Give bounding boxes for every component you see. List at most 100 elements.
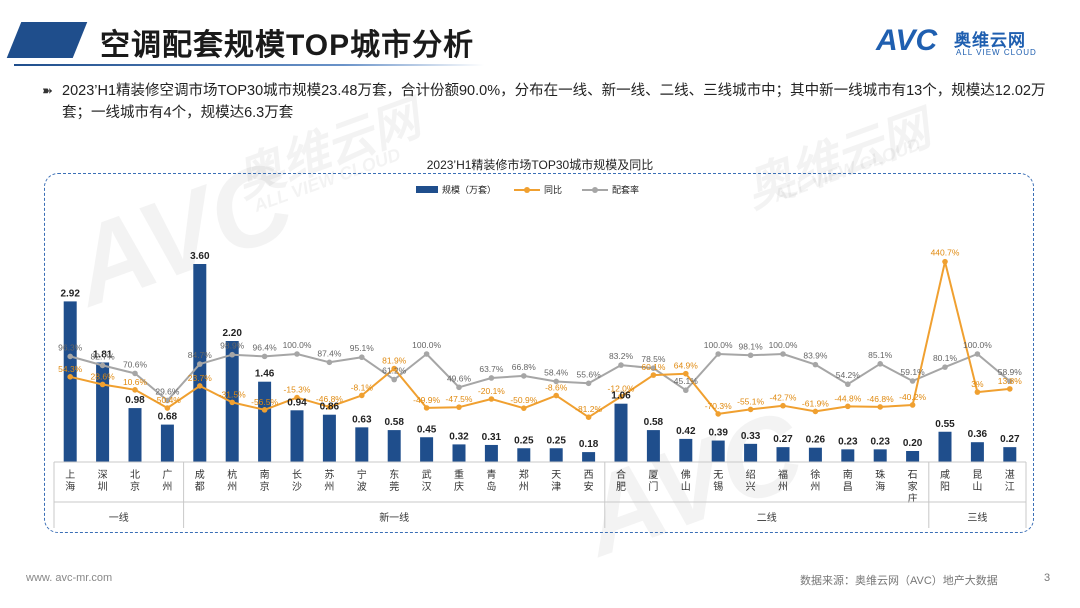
- rate-point: [877, 361, 883, 367]
- rate-point: [618, 362, 624, 368]
- category-label-char: 苏: [324, 468, 334, 481]
- bar: [873, 449, 887, 462]
- bar-value-label: 0.68: [158, 412, 178, 423]
- bar: [1003, 447, 1017, 462]
- yoy-value-label: -70.3%: [705, 401, 732, 411]
- rate-value-label: 83.2%: [609, 351, 634, 361]
- rate-value-label: 95.1%: [350, 343, 375, 353]
- category-label-char: 州: [519, 481, 529, 493]
- rate-point: [67, 353, 73, 360]
- bar: [63, 301, 77, 462]
- yoy-value-label: -8.1%: [351, 382, 374, 392]
- bar: [776, 447, 790, 462]
- rate-point: [650, 365, 657, 371]
- yoy-point: [974, 389, 981, 395]
- category-label-char: 成: [195, 469, 205, 481]
- category-label-char: 京: [260, 480, 270, 493]
- footer-source: 数据来源：奥维云网（AVC）地产大数据: [800, 575, 998, 587]
- legend-bar-label: 规模（万套）: [442, 184, 496, 195]
- category-label-char: 西: [584, 470, 594, 481]
- yoy-value-label: -31.5%: [219, 389, 246, 399]
- bar: [96, 362, 110, 462]
- yoy-point: [229, 399, 235, 406]
- bar-value-label: 0.55: [935, 419, 955, 430]
- legend-rate-marker: [592, 187, 598, 193]
- category-label-char: 长: [292, 469, 302, 481]
- bar-value-label: 0.27: [1000, 434, 1020, 445]
- bar: [160, 424, 174, 462]
- rate-point: [585, 380, 592, 387]
- bar-value-label: 2.20: [222, 328, 242, 339]
- yoy-value-label: 60.1%: [641, 362, 666, 372]
- tier-label: 三线: [967, 511, 987, 524]
- tier-label: 一线: [109, 511, 129, 524]
- yoy-line: [69, 260, 1010, 419]
- bar: [679, 438, 693, 462]
- bar-value-label: 0.36: [968, 429, 988, 440]
- bar: [549, 448, 563, 462]
- yoy-point: [359, 392, 365, 399]
- yoy-value-label: -8.6%: [545, 383, 568, 393]
- bar: [906, 451, 920, 462]
- yoy-value-label: -61.9%: [802, 398, 829, 408]
- rate-value-label: 45.1%: [674, 376, 699, 386]
- yoy-value-label: -44.8%: [834, 393, 861, 403]
- rate-value-label: 96.4%: [253, 342, 278, 352]
- yoy-value-label: -15.3%: [284, 385, 311, 395]
- rate-value-label: 59.1%: [901, 367, 926, 377]
- bar: [420, 437, 434, 462]
- rate-value-label: 87.4%: [317, 348, 342, 358]
- category-label-char: 无: [713, 470, 723, 481]
- category-label-char: 兴: [746, 481, 756, 493]
- footer-website: www. avc-mr.com: [26, 572, 113, 584]
- yoy-value-label: 440.7%: [931, 248, 960, 258]
- yoy-value-label: 10.6%: [123, 377, 148, 387]
- category-label-char: 宁: [357, 468, 367, 481]
- rate-point: [747, 352, 754, 359]
- category-label-char: 天: [551, 470, 561, 481]
- yoy-value-label: -47.5%: [446, 394, 473, 404]
- yoy-point: [99, 381, 106, 388]
- rate-value-label: 70.6%: [123, 359, 148, 369]
- yoy-point: [164, 405, 171, 411]
- bar: [744, 443, 758, 462]
- bar-value-label: 1.46: [255, 369, 275, 380]
- rate-value-label: 100.0%: [704, 340, 733, 350]
- category-label-char: 山: [681, 481, 691, 493]
- category-label-char: 武: [422, 468, 432, 481]
- yoy-value-label: -20.1%: [478, 386, 505, 396]
- category-label-char: 安: [584, 480, 594, 493]
- rate-point: [326, 359, 333, 366]
- yoy-value-label: 3%: [971, 379, 984, 389]
- yoy-value-label: 81.9%: [382, 356, 407, 366]
- bar-value-label: 0.20: [903, 438, 923, 449]
- chart-title: 2023’H1精装修市场TOP30城市规模及同比: [426, 158, 654, 172]
- category-label-char: 重: [454, 468, 464, 481]
- yoy-point: [585, 414, 592, 420]
- category-label-char: 海: [875, 480, 885, 493]
- category-label-char: 合: [616, 468, 626, 481]
- rate-line: [69, 353, 1011, 402]
- rate-point: [488, 375, 495, 381]
- category-label-char: 徐: [810, 468, 820, 481]
- rate-point: [780, 351, 786, 357]
- yoy-point: [488, 396, 495, 402]
- yoy-value-label: 64.9%: [674, 361, 699, 371]
- summary-text: 2023’H1精装修空调市场TOP30城市规模23.48万套，合计份额90.0%…: [62, 83, 1046, 121]
- rate-point: [521, 373, 527, 379]
- page-title: 空调配套规模TOP城市分析: [100, 29, 475, 62]
- bar-value-label: 0.86: [320, 402, 340, 413]
- bar-value-label: 0.45: [417, 424, 437, 435]
- category-label-char: 昌: [843, 481, 853, 493]
- category-label-char: 南: [843, 468, 853, 481]
- yoy-value-label: 23.7%: [188, 373, 213, 383]
- category-label-char: 州: [778, 481, 788, 493]
- yoy-point: [715, 411, 721, 417]
- category-label-char: 州: [227, 481, 237, 493]
- yoy-value-label: 28.6%: [91, 371, 116, 381]
- title-bar: 空调配套规模TOP城市分析: [0, 14, 1080, 66]
- category-label-char: 江: [1005, 481, 1015, 493]
- yoy-point: [909, 402, 916, 408]
- bar-value-label: 0.42: [676, 426, 696, 437]
- category-label-char: 咸: [940, 469, 950, 481]
